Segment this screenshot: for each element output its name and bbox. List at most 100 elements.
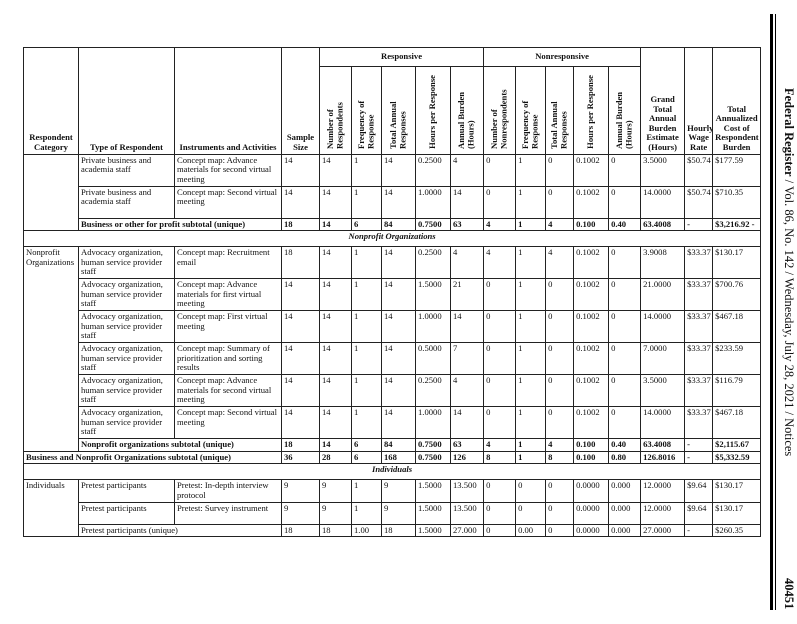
table-cell: 14 bbox=[281, 342, 320, 376]
table-cell: 1 bbox=[515, 217, 547, 232]
table-cell: 3.5000 bbox=[640, 153, 686, 187]
table-cell: 4 bbox=[449, 246, 485, 280]
table-cell: 14 bbox=[449, 406, 485, 440]
table-cell: 14 bbox=[381, 310, 416, 344]
respondent-category: Nonprofit Organizations bbox=[23, 246, 79, 452]
page-rule bbox=[770, 14, 773, 610]
table-cell: 0.1002 bbox=[573, 278, 610, 312]
table-cell: 18 bbox=[281, 438, 320, 452]
table-cell: 0.2500 bbox=[415, 153, 451, 187]
table-cell: 0.1002 bbox=[573, 153, 610, 187]
table-cell: 1 bbox=[351, 406, 382, 440]
table-cell: 0 bbox=[608, 406, 642, 440]
table-cell: $177.59 bbox=[712, 153, 762, 187]
table-cell: 1 bbox=[351, 501, 382, 525]
table-cell: 1.0000 bbox=[415, 185, 451, 219]
table-cell: 1 bbox=[351, 185, 382, 219]
table-cell: 1 bbox=[515, 278, 547, 312]
header-hourly-wage: Hourly Wage Rate bbox=[684, 47, 714, 155]
table-cell: 0.100 bbox=[573, 450, 610, 465]
table-cell: 0 bbox=[515, 479, 547, 503]
table-cell: $33.37 bbox=[684, 374, 714, 408]
table-cell: 1 bbox=[351, 310, 382, 344]
table-cell: 0.100 bbox=[573, 217, 610, 232]
table-cell: 3.9008 bbox=[640, 246, 686, 280]
header-grand-total: Grand Total Annual Burden Estimate (Hour… bbox=[640, 47, 686, 155]
table-cell: 0 bbox=[608, 185, 642, 219]
table-cell: 21.0000 bbox=[640, 278, 686, 312]
table-cell: 1 bbox=[515, 374, 547, 408]
table-cell: 18 bbox=[281, 217, 320, 232]
table-cell: 14 bbox=[381, 278, 416, 312]
table-cell: 14 bbox=[319, 217, 352, 232]
section-header-row: Individuals bbox=[22, 463, 762, 481]
header-responsive: Responsive bbox=[318, 47, 485, 67]
table-cell: 1 bbox=[515, 450, 547, 465]
subtotal-row: Business and Nonprofit Organizations sub… bbox=[23, 450, 762, 465]
subtotal-label: Pretest participants (unique) bbox=[78, 523, 282, 538]
table-cell: 4 bbox=[449, 374, 485, 408]
table-cell: 4 bbox=[483, 217, 517, 232]
table-cell: 14.0000 bbox=[640, 185, 686, 219]
table-cell: $33.37 bbox=[684, 406, 714, 440]
table-cell: 14 bbox=[281, 278, 320, 312]
section-header-row: Nonprofit Organizations bbox=[22, 230, 762, 248]
table-cell: 0 bbox=[545, 185, 575, 219]
table-cell: - bbox=[684, 438, 714, 452]
table-cell: 0.0000 bbox=[573, 501, 610, 525]
table-cell: 14 bbox=[319, 153, 352, 187]
table-cell: 14 bbox=[319, 185, 352, 219]
table-cell: 4 bbox=[483, 438, 517, 452]
table-cell: 63.4008 bbox=[640, 217, 686, 232]
table-cell: 14 bbox=[319, 374, 352, 408]
table-cell: 0.80 bbox=[608, 450, 642, 465]
header-respondent-category: Respondent Category bbox=[23, 47, 79, 155]
table-cell: 1 bbox=[351, 246, 382, 280]
table-cell: 0 bbox=[545, 342, 575, 376]
table-cell: 1.0000 bbox=[415, 310, 451, 344]
table-cell: 12.0000 bbox=[640, 479, 686, 503]
respondent-category: Individuals bbox=[23, 479, 79, 538]
table-cell: 9 bbox=[319, 479, 352, 503]
table-cell: 13.500 bbox=[449, 479, 485, 503]
header-nonresponsive-col: Number of Nonrespondents bbox=[483, 66, 517, 155]
page-rule-thin bbox=[775, 14, 776, 610]
table-cell: 0 bbox=[483, 406, 517, 440]
issue-details: / Vol. 86, No. 142 / Wednesday, July 28,… bbox=[782, 176, 796, 457]
type-of-respondent: Pretest participants bbox=[78, 479, 175, 503]
table-cell: 8 bbox=[483, 450, 517, 465]
table-cell: 9 bbox=[281, 479, 320, 503]
table-cell: 18 bbox=[319, 523, 352, 538]
table-cell: 0 bbox=[608, 153, 642, 187]
table-cell: 14 bbox=[281, 185, 320, 219]
table-cell: 1.5000 bbox=[415, 479, 451, 503]
table-cell: 1.0000 bbox=[415, 406, 451, 440]
table-cell: 0.000 bbox=[608, 501, 642, 525]
table-cell: 8 bbox=[545, 450, 575, 465]
table-cell: $5,332.59 bbox=[712, 450, 762, 465]
table-cell: 14 bbox=[319, 342, 352, 376]
table-cell: 18 bbox=[281, 246, 320, 280]
table-cell: $33.37 bbox=[684, 342, 714, 376]
type-of-respondent: Private business and academia staff bbox=[78, 185, 175, 219]
table-cell: 84 bbox=[381, 217, 416, 232]
type-of-respondent: Advocacy organization, human service pro… bbox=[78, 310, 175, 344]
type-of-respondent: Advocacy organization, human service pro… bbox=[78, 278, 175, 312]
table-cell: 0.2500 bbox=[415, 246, 451, 280]
table-row: Nonprofit Organizations Advocacy organiza… bbox=[23, 246, 762, 452]
subtotal-label: Business and Nonprofit Organizations sub… bbox=[23, 450, 282, 465]
table-cell: 18 bbox=[281, 523, 320, 538]
table-cell: 14 bbox=[381, 406, 416, 440]
table-cell: 0.000 bbox=[608, 479, 642, 503]
table-row: Private business and academia staff Conce… bbox=[24, 185, 762, 219]
table-cell: $9.64 bbox=[684, 479, 714, 503]
table-cell: 168 bbox=[381, 450, 416, 465]
table-row: Pretest participants Pretest: Survey inst… bbox=[24, 501, 762, 525]
instrument-activity: Concept map: Advance materials for first… bbox=[174, 278, 282, 312]
table-row: Advocacy organization, human service pro… bbox=[24, 278, 762, 312]
table-cell: $260.35 bbox=[712, 523, 762, 538]
table-cell: 1 bbox=[351, 342, 382, 376]
table-cell: 0.0000 bbox=[573, 523, 610, 538]
table-cell: 0.0000 bbox=[573, 479, 610, 503]
instrument-activity: Pretest: In-depth interview protocol bbox=[174, 479, 282, 503]
